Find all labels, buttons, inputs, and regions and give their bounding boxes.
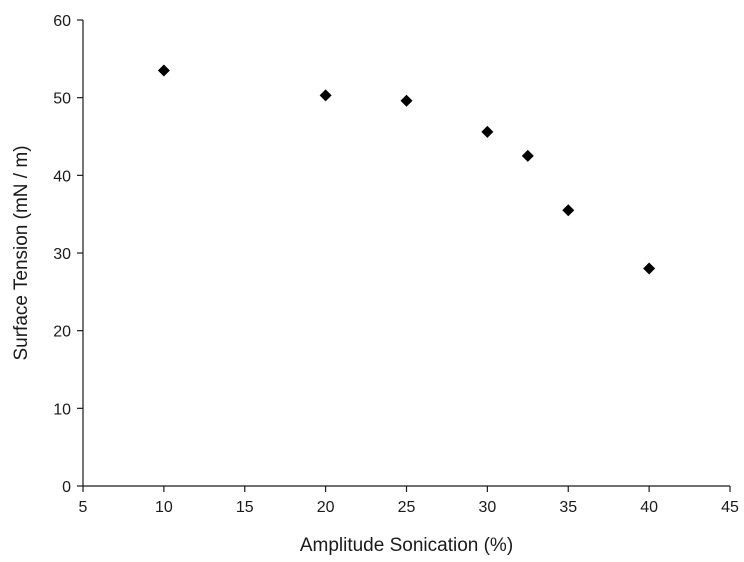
x-tick-label: 30: [478, 499, 496, 516]
data-point: [400, 94, 413, 107]
y-tick-label: 40: [53, 168, 71, 185]
y-tick-label: 10: [53, 401, 71, 418]
data-point: [562, 204, 575, 217]
axes: [82, 20, 730, 487]
y-tick-label: 60: [53, 13, 71, 30]
x-tick-label: 40: [640, 499, 658, 516]
y-axis-ticks: 0 10 20 30 40 50 60: [53, 13, 83, 496]
x-tick-label: 20: [317, 499, 335, 516]
x-axis-ticks: 5 10 15 20 25 30 35 40 45: [79, 486, 739, 516]
data-point: [481, 125, 494, 138]
x-tick-label: 10: [155, 499, 173, 516]
data-point: [643, 262, 656, 275]
data-points: [157, 64, 656, 275]
x-tick-label: 5: [79, 499, 88, 516]
data-point: [319, 89, 332, 102]
y-tick-label: 50: [53, 91, 71, 108]
y-tick-label: 30: [53, 246, 71, 263]
y-axis-title: Surface Tension (mN / m): [11, 145, 32, 360]
data-point: [521, 149, 534, 162]
x-tick-label: 15: [236, 499, 254, 516]
x-tick-label: 25: [398, 499, 416, 516]
data-point: [157, 64, 170, 77]
x-tick-label: 35: [559, 499, 577, 516]
y-tick-label: 0: [62, 479, 71, 496]
x-axis-title: Amplitude Sonication (%): [300, 535, 513, 556]
y-tick-label: 20: [53, 324, 71, 341]
x-tick-label: 45: [721, 499, 739, 516]
